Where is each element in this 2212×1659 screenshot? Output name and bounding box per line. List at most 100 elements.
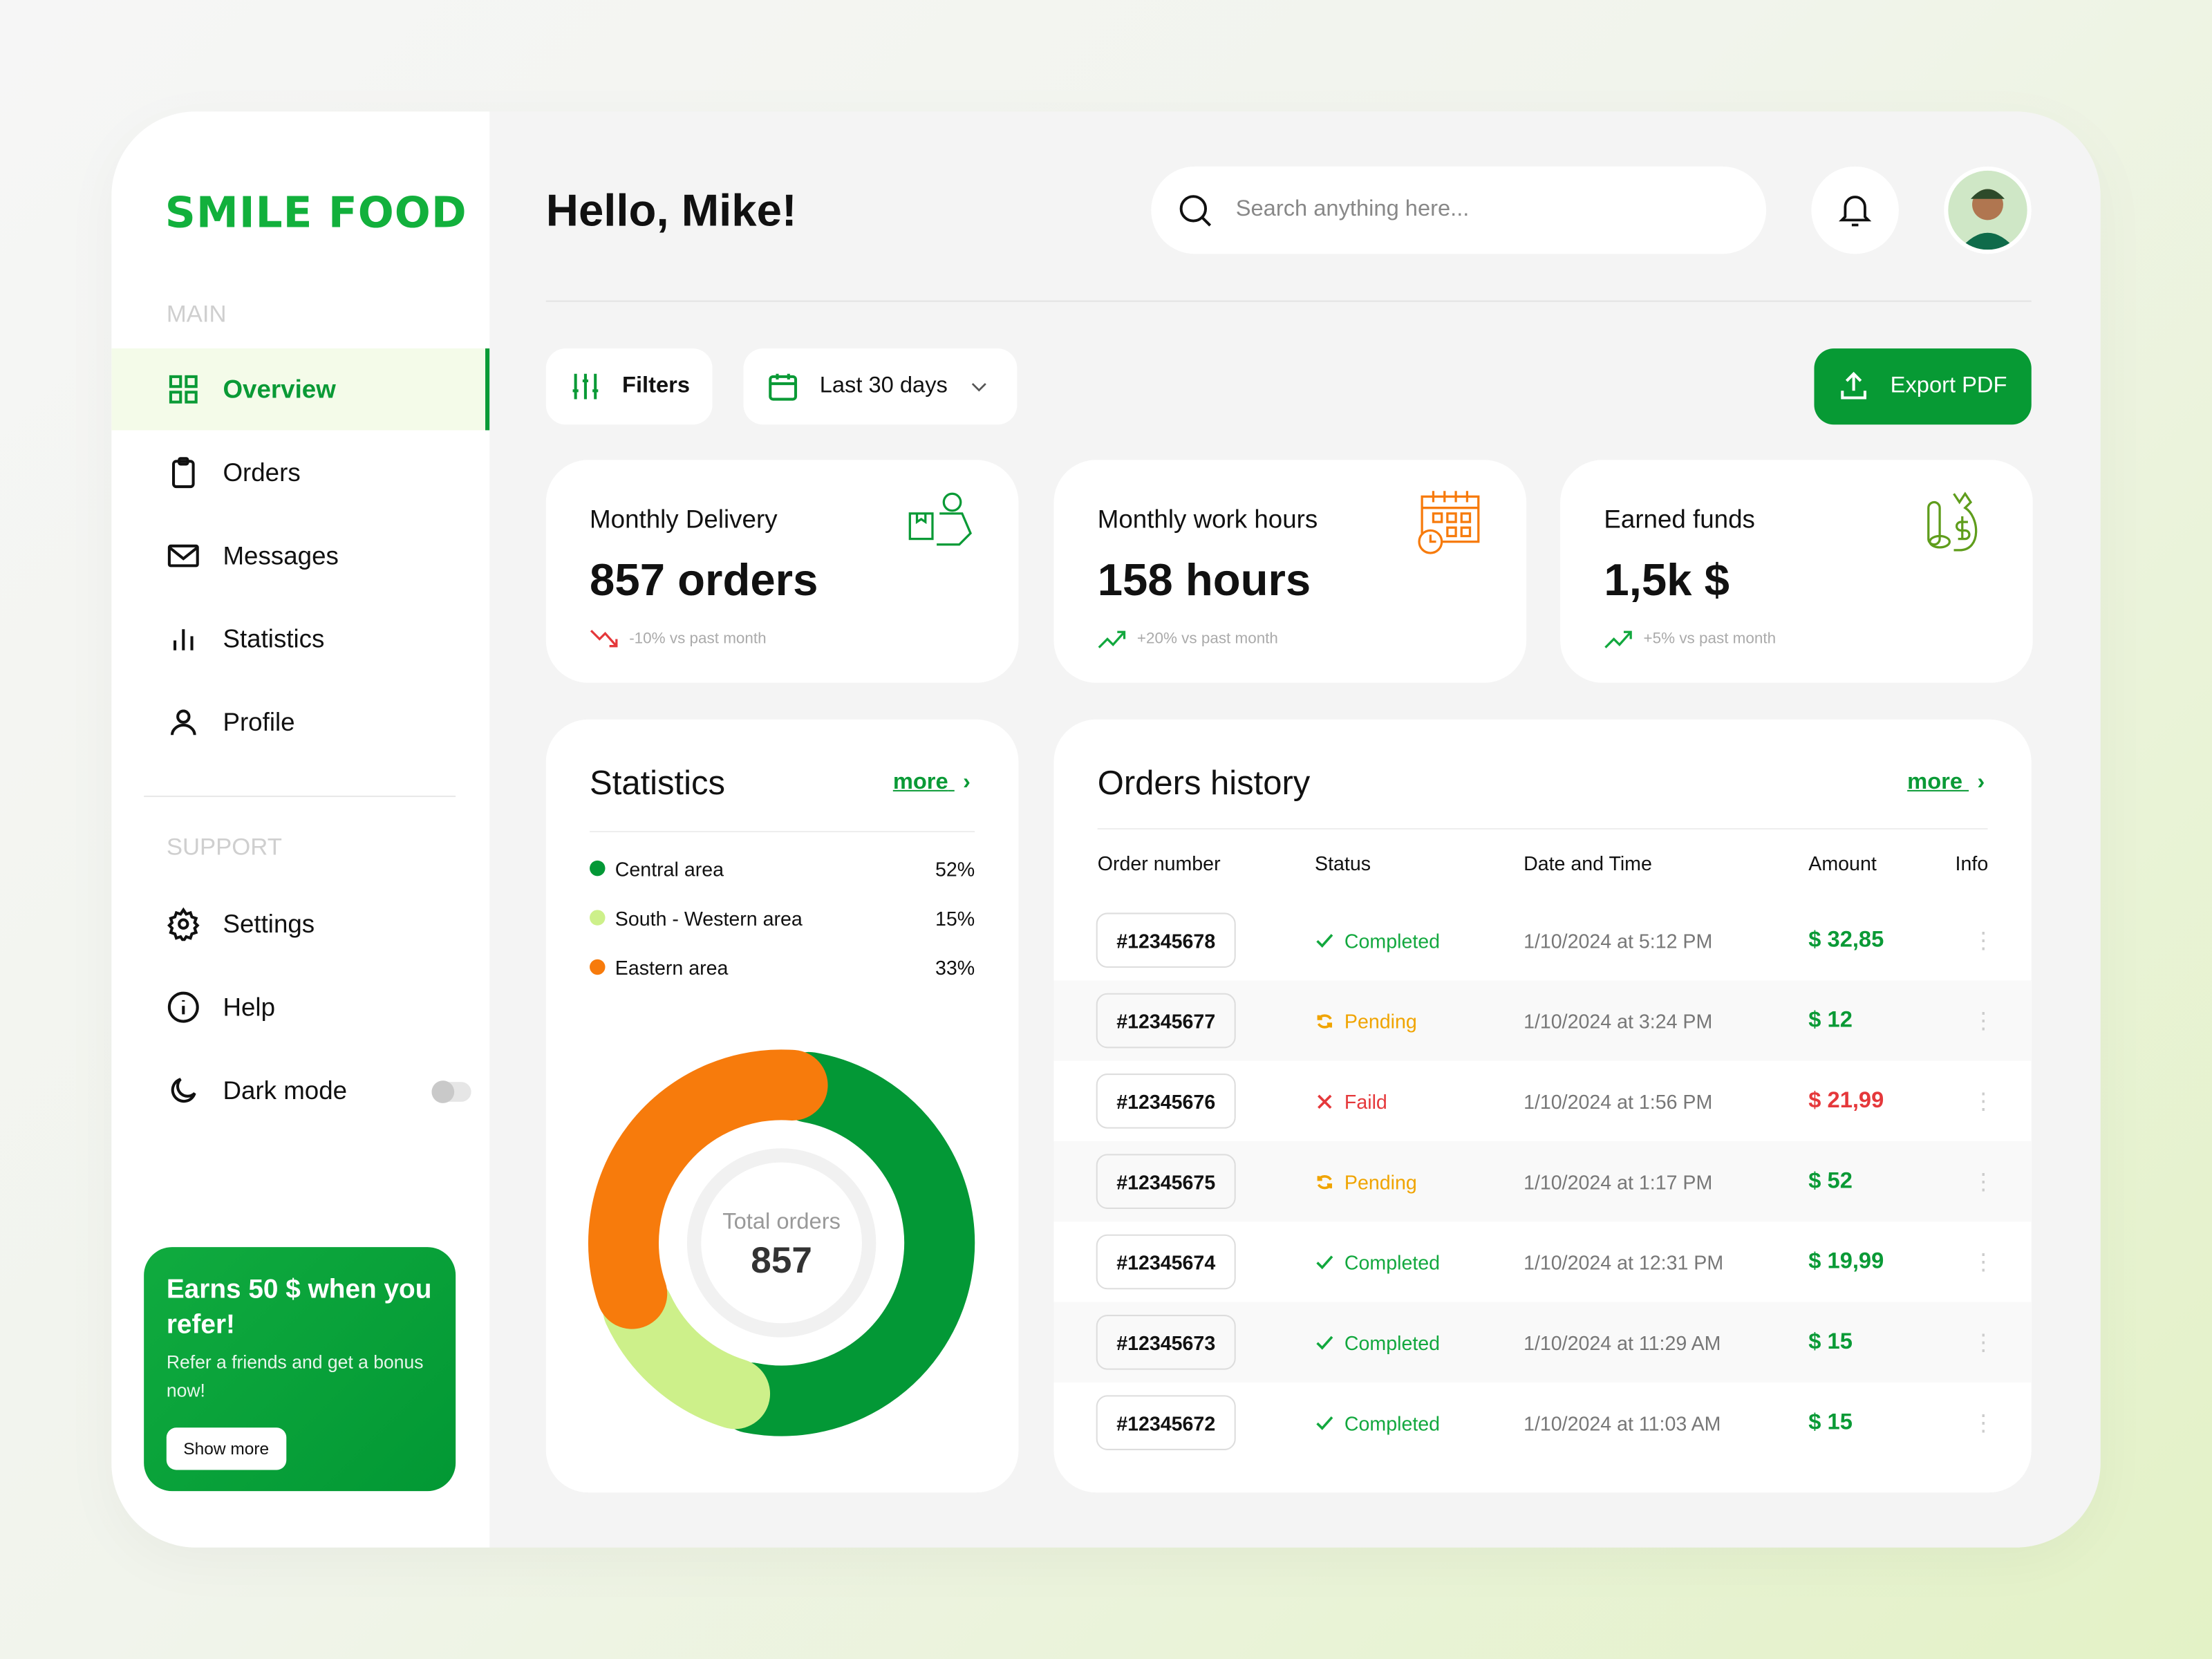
stat-delta-text: +20% vs past month xyxy=(1136,630,1278,648)
referral-promo-card: Earns 50 $ when you refer! Refer a frien… xyxy=(144,1247,456,1492)
order-number[interactable]: #12345675 xyxy=(1096,1154,1236,1209)
bell-icon xyxy=(1839,196,1872,227)
check-icon xyxy=(1316,1255,1333,1269)
sidebar-item-label: Overview xyxy=(223,374,336,403)
table-row[interactable]: #12345677 Pending 1/10/2024 at 3:24 PM $… xyxy=(1053,980,2032,1061)
more-options-icon[interactable]: ⋮ xyxy=(1972,1009,1995,1033)
order-number[interactable]: #12345678 xyxy=(1096,912,1236,968)
chevron-down-icon xyxy=(971,383,986,392)
donut-hole xyxy=(686,1148,877,1338)
order-amount: $ 15 xyxy=(1808,1409,1853,1434)
statistics-more-link[interactable]: more › xyxy=(893,770,971,796)
more-options-icon[interactable]: ⋮ xyxy=(1972,1250,1995,1275)
order-number[interactable]: #12345672 xyxy=(1096,1395,1236,1450)
show-more-button[interactable]: Show more xyxy=(166,1427,286,1470)
column-header: Date and Time xyxy=(1524,852,1652,875)
order-amount: $ 15 xyxy=(1808,1329,1853,1354)
money-bag-icon xyxy=(1927,491,1978,552)
column-header: Status xyxy=(1315,852,1371,875)
notifications-button[interactable] xyxy=(1811,166,1899,254)
stat-value: 857 orders xyxy=(590,554,818,606)
avatar[interactable] xyxy=(1944,166,2032,254)
filters-button[interactable]: Filters xyxy=(545,348,713,425)
support-section-label: SUPPORT xyxy=(166,834,282,861)
refresh-icon xyxy=(1317,1174,1333,1189)
legend-item: Central area 52% xyxy=(590,843,975,892)
calendar-icon xyxy=(769,373,798,401)
order-status: Completed xyxy=(1315,1221,1440,1302)
legend-dot xyxy=(590,860,606,877)
table-row[interactable]: #12345673 Completed 1/10/2024 at 11:29 A… xyxy=(1053,1302,2032,1382)
logo: SMILE FOOD xyxy=(165,189,467,238)
orders-history-card: Orders history more › Order number Status… xyxy=(1053,719,2032,1493)
stat-card: Monthly work hours 158 hours +20% vs pas… xyxy=(1053,460,1527,683)
info-icon xyxy=(167,991,199,1023)
sidebar-item-label: Dark mode xyxy=(223,1076,348,1104)
more-options-icon[interactable]: ⋮ xyxy=(1972,1331,1995,1356)
calendar-clock-icon xyxy=(1418,491,1480,554)
donut-chart xyxy=(588,1049,975,1436)
order-amount: $ 21,99 xyxy=(1808,1088,1884,1113)
divider xyxy=(1097,827,1988,830)
sidebar-item-label: Messages xyxy=(223,541,339,570)
table-row[interactable]: #12345676 Faild 1/10/2024 at 1:56 PM $ 2… xyxy=(1053,1061,2031,1141)
more-options-icon[interactable]: ⋮ xyxy=(1972,1089,1995,1114)
sidebar-item-statistics[interactable]: Statistics xyxy=(111,598,489,679)
more-options-icon[interactable]: ⋮ xyxy=(1972,1411,1995,1436)
sliders-icon xyxy=(572,373,599,400)
donut-segment-eastern-area xyxy=(588,1049,828,1329)
sidebar-item-profile[interactable]: Profile xyxy=(111,682,489,763)
dark-mode-toggle[interactable] xyxy=(431,1080,471,1103)
more-options-icon[interactable]: ⋮ xyxy=(1972,928,1995,953)
order-status: Completed xyxy=(1315,900,1440,980)
page-title: Hello, Mike! xyxy=(545,185,797,236)
table-row[interactable]: #12345674 Completed 1/10/2024 at 12:31 P… xyxy=(1053,1221,2031,1302)
legend-value: 33% xyxy=(935,955,975,979)
refresh-icon xyxy=(1317,1013,1333,1028)
order-amount: $ 19,99 xyxy=(1808,1249,1884,1273)
order-number[interactable]: #12345673 xyxy=(1096,1315,1236,1370)
column-header: Info xyxy=(1955,852,1989,875)
order-number[interactable]: #12345674 xyxy=(1096,1234,1236,1290)
status-label: Completed xyxy=(1344,928,1441,952)
clipboard-icon xyxy=(171,457,195,489)
search-input[interactable]: Search anything here... xyxy=(1151,166,1767,254)
total-orders-label: Total orders xyxy=(722,1210,841,1235)
stat-delta-text: +5% vs past month xyxy=(1643,630,1777,648)
sidebar-item-messages[interactable]: Messages xyxy=(111,515,489,597)
sidebar-item-settings[interactable]: Settings xyxy=(111,883,489,965)
legend-label: Central area xyxy=(615,856,724,880)
order-status: Faild xyxy=(1315,1061,1387,1141)
table-row[interactable]: #12345678 Completed 1/10/2024 at 5:12 PM… xyxy=(1053,900,2031,980)
orders-more-link[interactable]: more › xyxy=(1907,770,1985,796)
order-amount: $ 12 xyxy=(1808,1008,1853,1032)
more-options-icon[interactable]: ⋮ xyxy=(1972,1170,1995,1194)
moon-icon xyxy=(171,1078,196,1103)
stat-delta-text: -10% vs past month xyxy=(629,630,767,648)
status-label: Pending xyxy=(1344,1170,1417,1193)
date-range-select[interactable]: Last 30 days xyxy=(743,348,1018,425)
sidebar-item-orders[interactable]: Orders xyxy=(111,431,489,513)
search-icon xyxy=(1179,195,1212,227)
legend-item: South - Western area 15% xyxy=(590,893,975,942)
trend-up-icon xyxy=(1604,630,1632,648)
sidebar-item-label: Help xyxy=(223,992,276,1021)
legend-value: 15% xyxy=(935,906,975,929)
legend-label: South - Western area xyxy=(615,906,803,929)
export-pdf-button[interactable]: Export PDF xyxy=(1814,348,2032,425)
donut-center: Total orders 857 xyxy=(668,1156,894,1333)
user-avatar-icon xyxy=(1959,189,2016,250)
check-icon xyxy=(1316,933,1333,947)
order-date: 1/10/2024 at 1:56 PM xyxy=(1524,1089,1713,1113)
order-number[interactable]: #12345676 xyxy=(1096,1074,1236,1129)
divider xyxy=(144,796,456,798)
total-orders-value: 857 xyxy=(751,1238,812,1282)
header-divider xyxy=(545,300,2032,302)
sidebar-item-overview[interactable]: Overview xyxy=(111,348,490,431)
order-number[interactable]: #12345677 xyxy=(1096,993,1236,1049)
sidebar-item-dark-mode[interactable]: Dark mode xyxy=(111,1049,489,1131)
table-row[interactable]: #12345675 Pending 1/10/2024 at 1:17 PM $… xyxy=(1053,1141,2032,1222)
user-icon xyxy=(170,709,196,735)
table-row[interactable]: #12345672 Completed 1/10/2024 at 11:03 A… xyxy=(1053,1382,2031,1463)
sidebar-item-help[interactable]: Help xyxy=(111,966,489,1048)
